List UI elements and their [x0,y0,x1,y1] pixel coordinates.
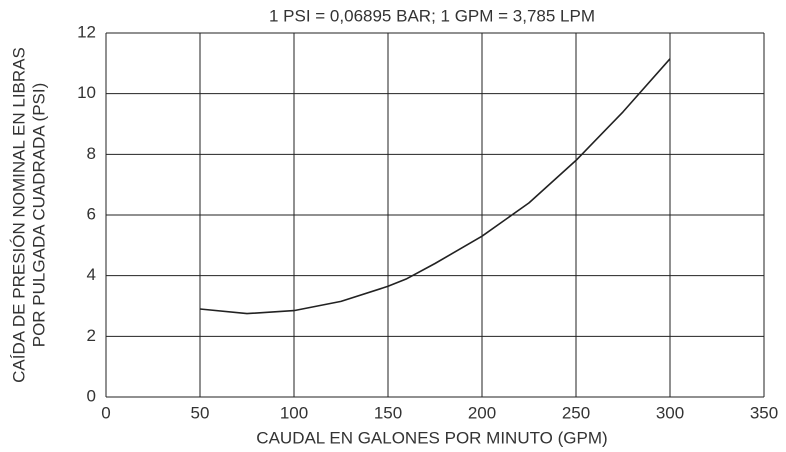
y-tick-label: 2 [87,326,96,345]
y-tick-label: 8 [87,144,96,163]
y-tick-label: 10 [77,83,96,102]
chart-title: 1 PSI = 0,06895 BAR; 1 GPM = 3,785 LPM [269,6,595,25]
x-tick-label: 150 [374,403,402,422]
x-axis-label: CAUDAL EN GALONES POR MINUTO (GPM) [256,428,607,447]
x-tick-label: 250 [562,403,590,422]
y-tick-label: 12 [77,22,96,41]
y-axis-label: POR PULGADA CUADRADA (PSI) [29,83,48,348]
x-tick-label: 100 [280,403,308,422]
y-tick-label: 0 [87,386,96,405]
chart: 1 PSI = 0,06895 BAR; 1 GPM = 3,785 LPM C… [0,0,786,452]
x-tick-label: 200 [468,403,496,422]
y-axis-label: CAÍDA DE PRESIÓN NOMINAL EN LIBRAS [9,47,28,383]
x-tick-label: 0 [101,403,110,422]
y-tick-label: 4 [87,265,96,284]
x-tick-label: 300 [656,403,684,422]
x-tick-label: 50 [191,403,210,422]
y-tick-label: 6 [87,204,96,223]
x-tick-label: 350 [750,403,778,422]
